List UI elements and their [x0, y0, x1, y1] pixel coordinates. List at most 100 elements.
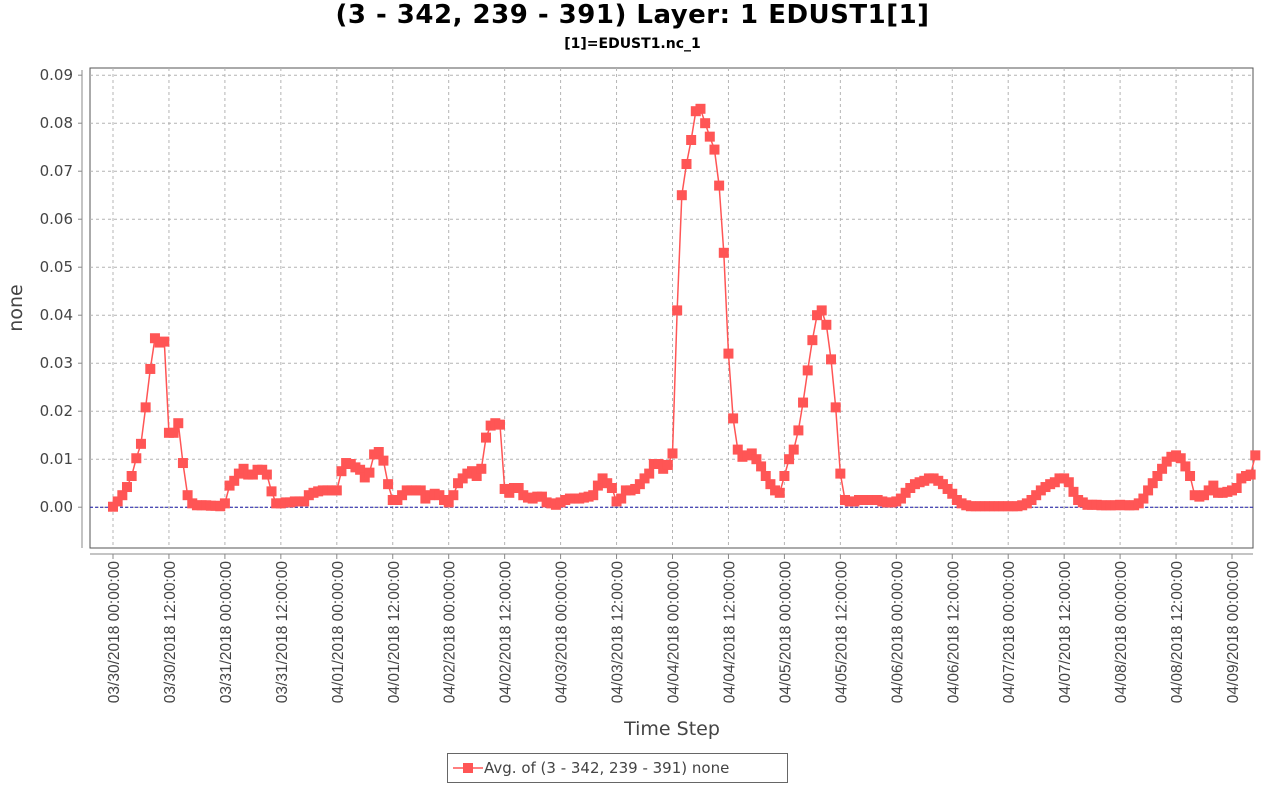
data-point — [1185, 471, 1196, 481]
y-tick-label: 0.09 — [40, 66, 73, 84]
data-point — [830, 402, 841, 413]
data-point — [686, 135, 697, 145]
data-point — [1147, 478, 1158, 489]
data-point — [1157, 463, 1168, 474]
x-tick-label: 04/06/2018 12:00:00 — [945, 561, 962, 704]
x-axis-label: Time Step — [623, 718, 720, 740]
data-point — [1152, 471, 1163, 481]
x-tick-label: 04/02/2018 12:00:00 — [498, 561, 515, 704]
data-point — [1180, 461, 1191, 472]
data-point — [140, 402, 151, 413]
data-point — [672, 305, 683, 316]
y-tick-label: 0.01 — [40, 450, 73, 468]
data-point — [219, 498, 230, 509]
x-tick-label: 04/03/2018 12:00:00 — [610, 561, 627, 704]
data-point — [331, 485, 342, 496]
data-point — [168, 427, 179, 438]
data-point — [723, 348, 734, 359]
data-point — [448, 490, 459, 501]
data-point — [121, 482, 132, 493]
data-point — [644, 468, 655, 479]
data-point — [261, 469, 272, 480]
data-point — [756, 461, 767, 472]
y-tick-label: 0.02 — [40, 402, 73, 420]
data-point — [592, 480, 603, 491]
data-point — [895, 493, 906, 504]
data-point — [695, 103, 706, 114]
data-point — [1245, 469, 1256, 480]
data-point — [1175, 453, 1186, 464]
x-tick-label: 04/08/2018 00:00:00 — [1113, 561, 1130, 704]
x-tick-label: 03/30/2018 12:00:00 — [162, 561, 179, 704]
x-tick-label: 04/04/2018 12:00:00 — [721, 561, 738, 704]
data-point — [378, 455, 389, 466]
data-point — [662, 459, 673, 470]
y-tick-label: 0.00 — [40, 498, 73, 516]
x-tick-label: 03/31/2018 12:00:00 — [274, 561, 291, 704]
data-point — [732, 444, 743, 455]
data-point — [1250, 450, 1261, 461]
data-point — [415, 485, 426, 496]
data-point — [788, 444, 799, 455]
data-point — [700, 118, 711, 129]
data-point — [751, 454, 762, 465]
data-point — [765, 479, 776, 490]
data-point — [793, 425, 804, 436]
data-point — [373, 447, 384, 457]
data-point — [947, 488, 958, 499]
x-axis-ticks: 03/30/2018 00:00:00 03/30/2018 12:00:00 03… — [106, 554, 1242, 703]
data-point — [728, 413, 739, 424]
data-point — [1063, 477, 1074, 488]
data-point — [476, 463, 487, 474]
data-point — [835, 468, 846, 479]
data-point — [746, 448, 757, 459]
data-point — [588, 490, 599, 501]
data-point — [821, 319, 832, 330]
data-point — [108, 501, 118, 512]
data-point — [798, 397, 809, 408]
data-point — [807, 335, 818, 346]
data-point — [443, 497, 454, 508]
data-point — [1068, 486, 1079, 497]
y-tick-label: 0.04 — [40, 306, 73, 324]
x-tick-label: 04/04/2018 00:00:00 — [666, 561, 683, 704]
data-point — [1231, 483, 1242, 493]
data-point — [816, 305, 827, 316]
data-point — [355, 464, 366, 475]
data-point — [667, 448, 678, 459]
data-point — [681, 159, 692, 169]
series-avg — [108, 103, 1261, 512]
data-point — [173, 418, 184, 429]
data-point — [177, 458, 188, 469]
y-tick-label: 0.06 — [40, 210, 73, 228]
data-point — [536, 491, 547, 502]
x-tick-label: 04/06/2018 00:00:00 — [889, 561, 906, 704]
data-point — [760, 471, 771, 481]
data-point — [471, 471, 482, 481]
data-point — [145, 363, 156, 374]
data-point — [112, 496, 123, 507]
data-point — [1208, 480, 1219, 491]
data-point — [1143, 485, 1154, 496]
chart-subtitle: [1]=EDUST1.nc_1 — [564, 36, 701, 52]
data-point — [383, 479, 394, 490]
data-point — [826, 354, 837, 365]
legend-swatch-icon — [453, 763, 483, 773]
data-point — [779, 471, 790, 481]
data-point — [126, 471, 137, 481]
y-tick-label: 0.03 — [40, 354, 73, 372]
data-point — [634, 479, 645, 490]
x-tick-label: 04/02/2018 00:00:00 — [442, 561, 459, 704]
x-tick-label: 04/07/2018 00:00:00 — [1001, 561, 1018, 704]
y-axis-ticks: 0.00 0.01 0.02 0.03 0.04 0.05 0.06 0.07 0.08 0.09 — [40, 66, 82, 516]
x-tick-label: 03/31/2018 00:00:00 — [218, 561, 235, 704]
chart-title: (3 - 342, 239 - 391) Layer: 1 EDUST1[1] — [335, 0, 930, 30]
x-tick-label: 04/05/2018 12:00:00 — [833, 561, 850, 704]
data-point — [784, 454, 795, 465]
y-axis-label: none — [5, 284, 27, 331]
data-point — [513, 483, 524, 493]
x-tick-label: 03/30/2018 00:00:00 — [106, 561, 123, 704]
data-point — [704, 131, 715, 142]
data-point — [676, 190, 687, 201]
